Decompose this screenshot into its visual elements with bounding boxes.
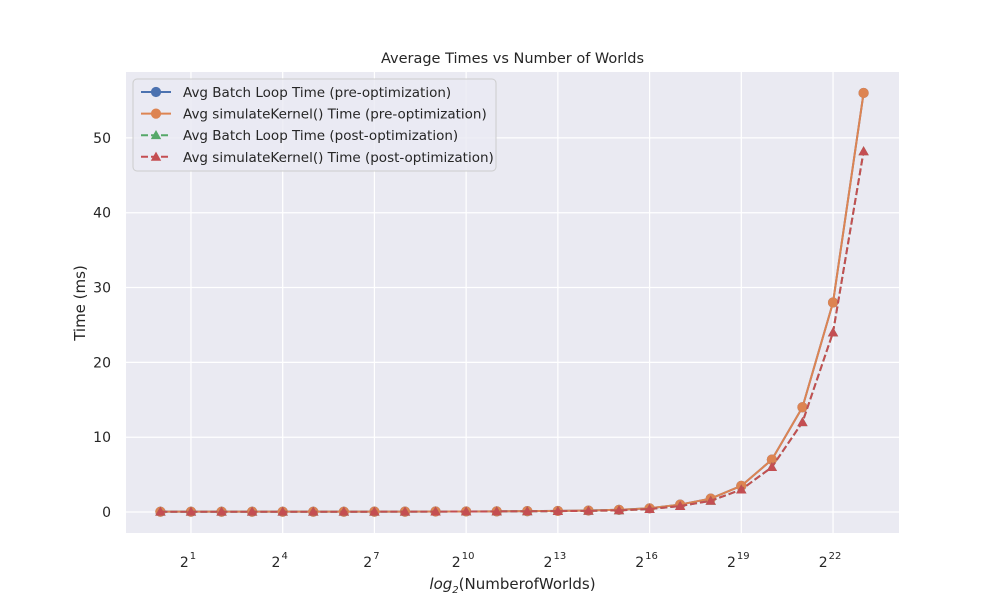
y-tick-label: 40 (93, 206, 111, 222)
x-tick-base: 2 (363, 555, 372, 571)
x-tick-label: 213 (544, 551, 567, 571)
series-4-point (644, 503, 655, 513)
x-tick-exponent: 7 (373, 551, 379, 562)
x-tick-base: 2 (635, 555, 644, 571)
chart-title: Average Times vs Number of Worlds (381, 51, 644, 67)
y-tick-labels: 0 10 20 30 40 50 (93, 131, 111, 521)
x-tick-label: 222 (819, 551, 842, 571)
x-tick-base: 2 (272, 555, 281, 571)
legend-swatch-marker (150, 130, 162, 140)
legend-box (132, 78, 497, 172)
series-4-point (552, 505, 564, 516)
series-4-point (185, 506, 197, 516)
legend-swatch-marker (150, 151, 162, 161)
legend-label: Avg simulateKernel() Time (pre-optimizat… (183, 107, 487, 123)
x-tick-base: 2 (452, 555, 461, 571)
x-axis-label-rest: (NumberofWorlds) (459, 575, 596, 593)
x-tick-exponent: 10 (462, 551, 475, 562)
y-tick-label: 30 (93, 281, 111, 297)
x-tick-labels: 21 24 27 210 213 216 219 222 (180, 551, 842, 571)
y-tick-label: 0 (102, 505, 111, 521)
x-tick-label: 210 (452, 551, 475, 571)
legend-swatch-marker (150, 86, 162, 98)
series-4-point (766, 461, 778, 472)
x-tick-label: 216 (635, 551, 658, 571)
series-4-point (399, 506, 411, 516)
x-tick-base: 2 (544, 555, 553, 571)
series-4-point (308, 506, 319, 516)
x-axis-label-subscript: 2 (452, 585, 458, 596)
series-4-point (155, 506, 166, 516)
y-tick-label: 20 (93, 355, 111, 371)
series-4-point (827, 327, 839, 337)
series-4-point (216, 506, 227, 516)
series-4 (155, 146, 869, 516)
series-4-point (613, 505, 625, 515)
series-4-point (583, 505, 594, 515)
legend-entry-3: Avg Batch Loop Time (post-optimization) (141, 128, 458, 144)
x-tick-exponent: 22 (829, 551, 842, 562)
legend-label: Avg Batch Loop Time (post-optimization) (183, 128, 458, 144)
x-axis-label: log2(NumberofWorlds) (429, 575, 595, 596)
series-2-point (797, 402, 808, 413)
series-4-point (674, 500, 686, 510)
series-4-point (246, 506, 258, 516)
series-4-point (736, 484, 747, 494)
legend-swatch-marker (150, 108, 162, 119)
x-tick-label: 24 (272, 551, 288, 571)
series-4-point (277, 506, 288, 516)
x-tick-label: 21 (180, 551, 196, 571)
x-axis-label-log: log (429, 575, 452, 593)
legend-label: Avg simulateKernel() Time (post-optimiza… (183, 150, 494, 166)
series-2-point (858, 87, 869, 99)
x-tick-base: 2 (180, 555, 189, 571)
series-4-point (460, 506, 472, 516)
series-4-line (160, 151, 865, 513)
x-tick-exponent: 13 (553, 551, 566, 562)
x-tick-exponent: 4 (281, 551, 287, 562)
series-4-point (858, 146, 869, 156)
series-4-point (705, 495, 716, 505)
legend: Avg Batch Loop Time (pre-optimization) Av… (132, 78, 497, 172)
y-tick-label: 50 (93, 131, 111, 147)
x-tick-base: 2 (819, 555, 828, 571)
legend-entry-4: Avg simulateKernel() Time (post-optimiza… (141, 150, 494, 166)
series-4-point (491, 506, 502, 516)
x-tick-exponent: 19 (737, 551, 750, 562)
x-tick-label: 27 (363, 551, 379, 571)
x-tick-exponent: 16 (645, 551, 658, 562)
legend-entry-2: Avg simulateKernel() Time (pre-optimizat… (141, 107, 487, 123)
series-layer (155, 87, 869, 517)
y-axis-label: Time (ms) (71, 265, 89, 342)
x-tick-base: 2 (727, 555, 736, 571)
x-tick-exponent: 1 (190, 551, 196, 562)
legend-label: Avg Batch Loop Time (pre-optimization) (183, 85, 451, 101)
series-4-point (797, 417, 808, 427)
legend-entry-1: Avg Batch Loop Time (pre-optimization) (141, 85, 451, 101)
series-4-point (369, 506, 380, 516)
series-4-point (430, 506, 441, 516)
series-4-point (338, 506, 350, 516)
x-tick-label: 219 (727, 551, 750, 571)
y-tick-label: 10 (93, 430, 111, 446)
series-2-point (827, 297, 839, 308)
series-4-point (522, 506, 533, 516)
